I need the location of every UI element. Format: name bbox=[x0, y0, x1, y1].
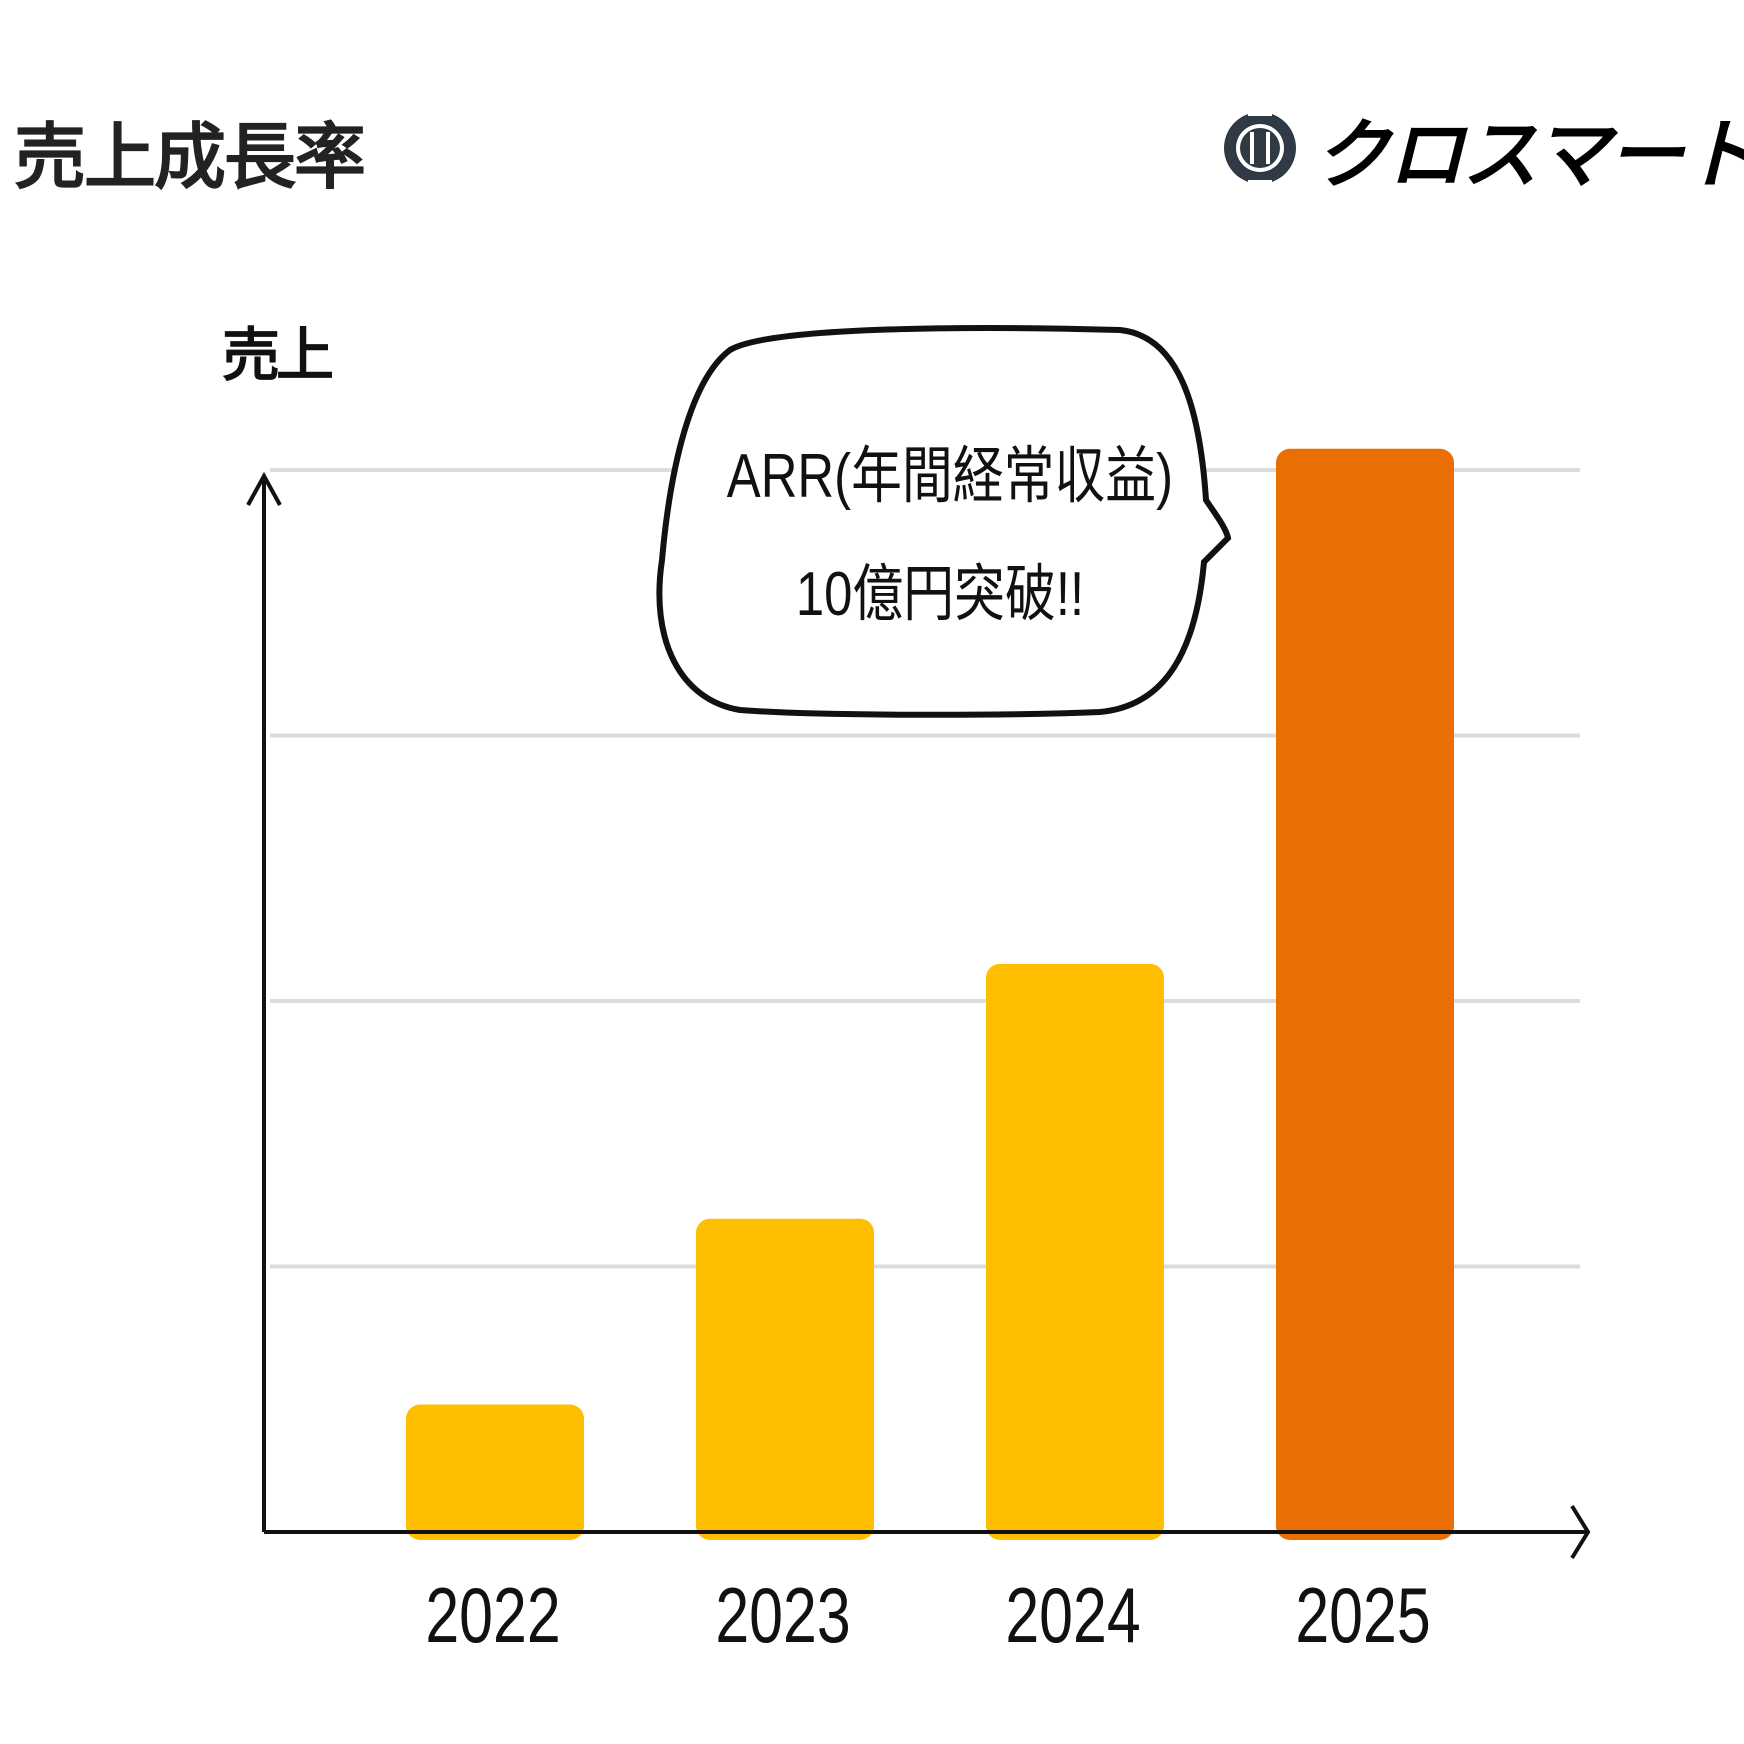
x-tick-label: 2023 bbox=[715, 1571, 851, 1659]
bar-2024 bbox=[986, 963, 1164, 1540]
bar-2022 bbox=[406, 1404, 584, 1540]
y-axis-label: 売上 bbox=[222, 321, 334, 389]
x-tick-label: 2022 bbox=[425, 1571, 561, 1659]
bar-2023 bbox=[696, 1218, 874, 1540]
page-title: 売上成長率 bbox=[14, 115, 366, 199]
x-tick-label: 2024 bbox=[1005, 1571, 1141, 1659]
annotation-line-2: 10億円突破!! bbox=[795, 560, 1085, 629]
annotation-line-1: ARR(年間経常収益) bbox=[726, 442, 1174, 511]
speech-bubble-text: ARR(年間経常収益) 10億円突破!! bbox=[680, 418, 1200, 654]
x-tick-label: 2025 bbox=[1295, 1571, 1431, 1659]
speech-bubble bbox=[656, 325, 1232, 718]
x-axis-arrow-icon bbox=[1570, 1504, 1591, 1560]
brand-name: クロスマート bbox=[1314, 110, 1744, 199]
brand-logo: クロスマート bbox=[1220, 88, 1744, 208]
bar-2025 bbox=[1276, 448, 1454, 1540]
brand-mark-icon bbox=[1224, 106, 1296, 190]
y-axis-arrow-icon bbox=[246, 471, 282, 506]
bars bbox=[406, 448, 1454, 1540]
